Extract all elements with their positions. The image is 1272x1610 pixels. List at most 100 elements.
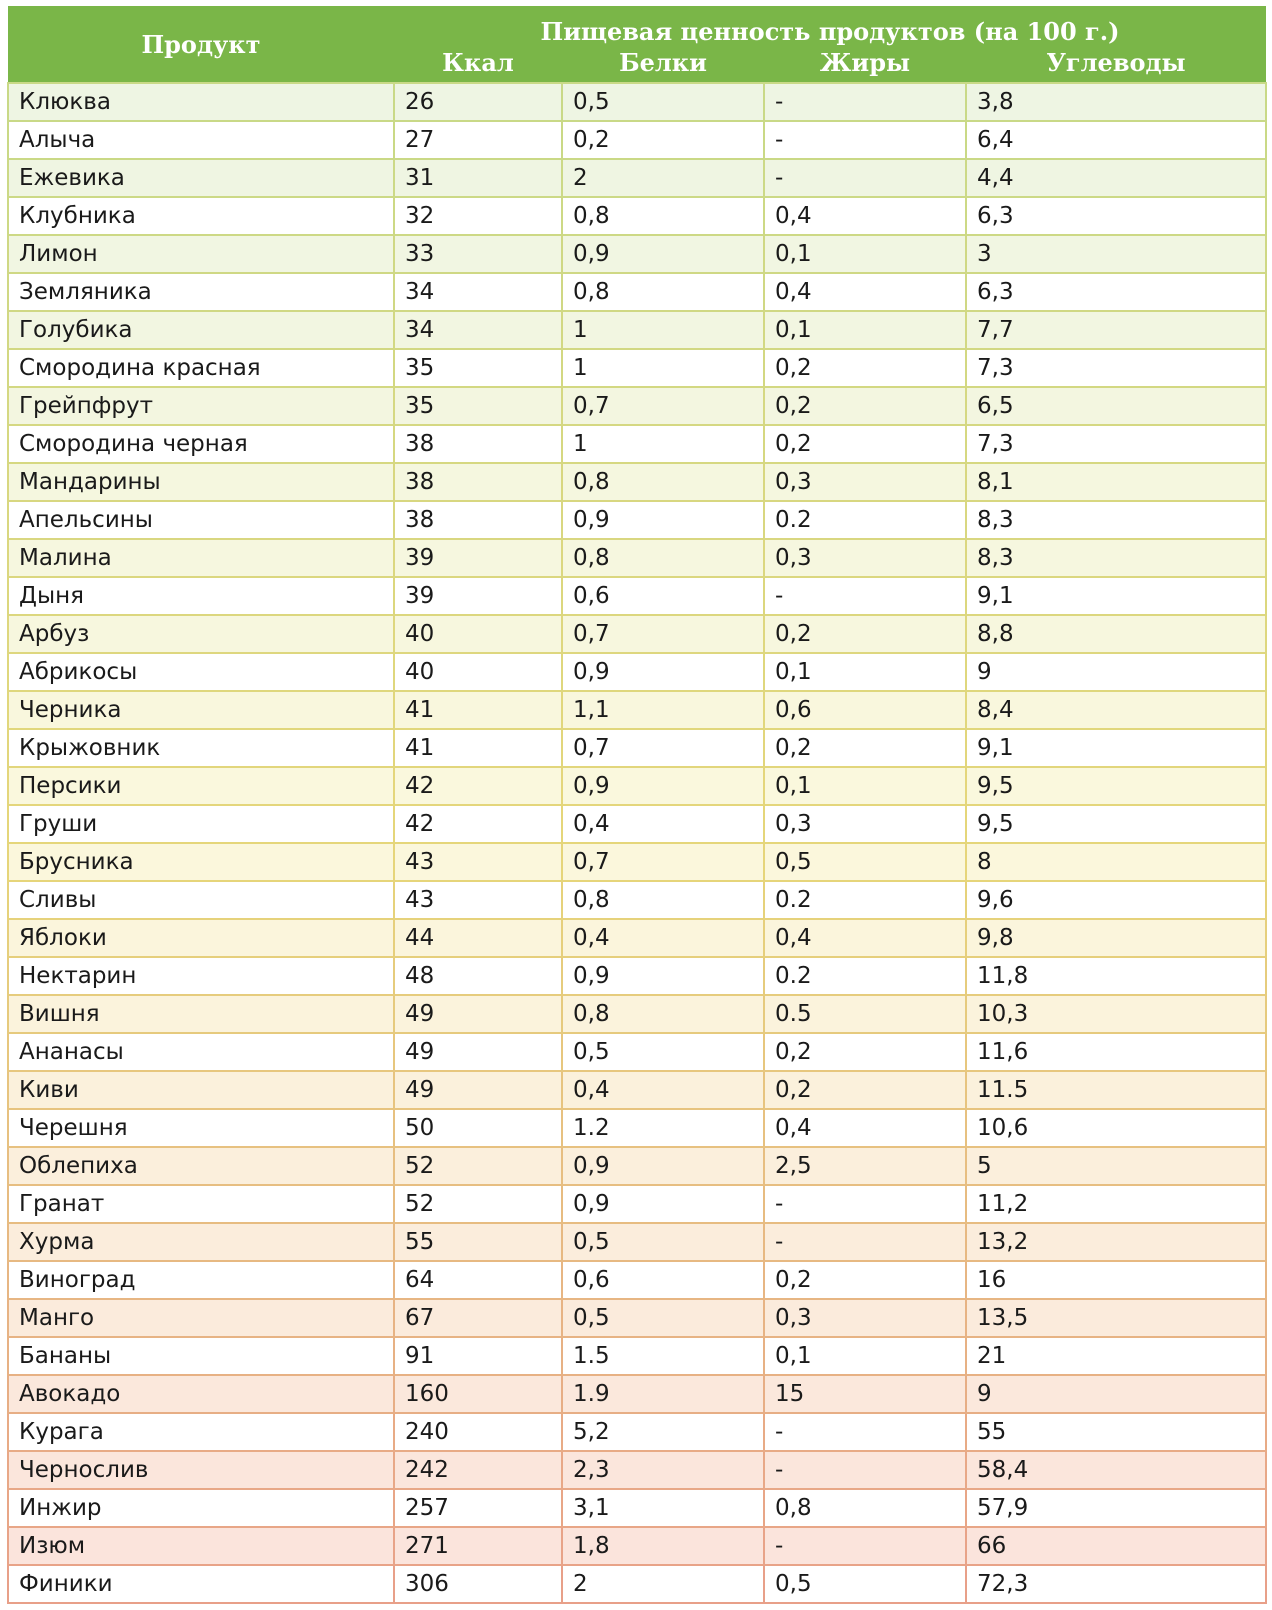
cell-proteins: 0,9 — [561, 956, 764, 996]
cell-proteins: 0,9 — [561, 766, 764, 806]
table-row: Смородина черная 38 1 0,2 7,3 — [7, 424, 1268, 464]
table-row: Чернослив 242 2,3-58,4 — [7, 1450, 1268, 1490]
cell-product: Манго — [7, 1298, 394, 1338]
cell-carbs: 11.5 — [964, 1070, 1268, 1110]
table-row: Груши 42 0,4 0,3 9,5 — [7, 804, 1268, 844]
cell-proteins: 1,1 — [561, 690, 764, 730]
cell-proteins: 0,5 — [561, 1298, 764, 1338]
cell-proteins: 1.5 — [561, 1336, 764, 1376]
cell-proteins: 0,4 — [561, 804, 764, 844]
table-row: Вишня 49 0,8 0.5 10,3 — [7, 994, 1268, 1034]
cell-kcal: 32 — [393, 196, 562, 236]
cell-product: Малина — [7, 538, 394, 578]
cell-product: Смородина черная — [7, 424, 394, 464]
cell-product: Гранат — [7, 1184, 394, 1224]
table-row: Клюква 26 0,5-3,8 — [7, 82, 1268, 122]
cell-fats: 0,4 — [763, 272, 966, 312]
cell-product: Апельсины — [7, 500, 394, 540]
cell-carbs: 9,6 — [964, 880, 1268, 920]
cell-kcal: 34 — [393, 272, 562, 312]
cell-kcal: 271 — [393, 1526, 562, 1566]
table-row: Ананасы 49 0,5 0,2 11,6 — [7, 1032, 1268, 1072]
cell-proteins: 0,6 — [561, 1260, 764, 1300]
cell-fats: 0,2 — [763, 1260, 966, 1300]
cell-proteins: 1 — [561, 310, 764, 350]
cell-carbs: 58,4 — [964, 1450, 1268, 1490]
cell-product: Персики — [7, 766, 394, 806]
cell-carbs: 11,2 — [964, 1184, 1268, 1224]
cell-product: Брусника — [7, 842, 394, 882]
cell-carbs: 3 — [964, 234, 1268, 274]
table-row: Манго 67 0,5 0,3 13,5 — [7, 1298, 1268, 1338]
cell-fats: - — [763, 1222, 966, 1262]
cell-kcal: 42 — [393, 804, 562, 844]
cell-proteins: 1 — [561, 424, 764, 464]
cell-proteins: 0,9 — [561, 500, 764, 540]
cell-product: Черника — [7, 690, 394, 730]
cell-kcal: 64 — [393, 1260, 562, 1300]
header-carbs: Углеводы — [966, 48, 1267, 83]
cell-carbs: 8,8 — [964, 614, 1268, 654]
cell-kcal: 240 — [393, 1412, 562, 1452]
cell-kcal: 48 — [393, 956, 562, 996]
cell-carbs: 7,3 — [964, 424, 1268, 464]
cell-product: Крыжовник — [7, 728, 394, 768]
cell-carbs: 13,5 — [964, 1298, 1268, 1338]
cell-proteins: 0,6 — [561, 576, 764, 616]
table-row: Голубика 34 1 0,1 7,7 — [7, 310, 1268, 350]
cell-carbs: 8,1 — [964, 462, 1268, 502]
cell-product: Киви — [7, 1070, 394, 1110]
cell-carbs: 11,8 — [964, 956, 1268, 996]
table-row: Лимон 33 0,9 0,1 3 — [7, 234, 1268, 274]
cell-kcal: 40 — [393, 652, 562, 692]
cell-proteins: 0,8 — [561, 994, 764, 1034]
header-product: Продукт — [8, 6, 394, 83]
cell-kcal: 38 — [393, 424, 562, 464]
cell-proteins: 0,7 — [561, 728, 764, 768]
table-row: Мандарины 38 0,8 0,3 8,1 — [7, 462, 1268, 502]
cell-proteins: 1.9 — [561, 1374, 764, 1414]
table-row: Облепиха 52 0,9 2,5 5 — [7, 1146, 1268, 1186]
cell-carbs: 8 — [964, 842, 1268, 882]
table-row: Хурма 55 0,5-13,2 — [7, 1222, 1268, 1262]
cell-kcal: 39 — [393, 538, 562, 578]
cell-fats: 0.2 — [763, 956, 966, 996]
cell-carbs: 72,3 — [964, 1564, 1268, 1604]
cell-kcal: 38 — [393, 500, 562, 540]
cell-product: Изюм — [7, 1526, 394, 1566]
cell-carbs: 9,8 — [964, 918, 1268, 958]
cell-carbs: 9 — [964, 652, 1268, 692]
table-row: Изюм 271 1,8-66 — [7, 1526, 1268, 1566]
cell-product: Клубника — [7, 196, 394, 236]
cell-product: Яблоки — [7, 918, 394, 958]
cell-carbs: 5 — [964, 1146, 1268, 1186]
cell-fats: - — [763, 120, 966, 160]
table-row: Арбуз 40 0,7 0,2 8,8 — [7, 614, 1268, 654]
cell-kcal: 242 — [393, 1450, 562, 1490]
cell-kcal: 49 — [393, 994, 562, 1034]
cell-product: Вишня — [7, 994, 394, 1034]
cell-proteins: 0,4 — [561, 1070, 764, 1110]
cell-carbs: 8,3 — [964, 500, 1268, 540]
cell-product: Финики — [7, 1564, 394, 1604]
table-row: Абрикосы 40 0,9 0,1 9 — [7, 652, 1268, 692]
cell-product: Алыча — [7, 120, 394, 160]
table-row: Сливы 43 0,8 0.2 9,6 — [7, 880, 1268, 920]
cell-fats: 0,2 — [763, 728, 966, 768]
cell-fats: 0,5 — [763, 842, 966, 882]
cell-fats: 0,2 — [763, 1032, 966, 1072]
table-row: Виноград 64 0,6 0,2 16 — [7, 1260, 1268, 1300]
cell-fats: 0,6 — [763, 690, 966, 730]
cell-proteins: 0,9 — [561, 1184, 764, 1224]
cell-fats: 0,5 — [763, 1564, 966, 1604]
cell-carbs: 6,3 — [964, 272, 1268, 312]
cell-product: Голубика — [7, 310, 394, 350]
cell-product: Ежевика — [7, 158, 394, 198]
cell-kcal: 52 — [393, 1184, 562, 1224]
cell-carbs: 55 — [964, 1412, 1268, 1452]
table-row: Алыча 27 0,2-6,4 — [7, 120, 1268, 160]
cell-carbs: 6,5 — [964, 386, 1268, 426]
nutrition-table: Продукт Пищевая ценность продуктов (на 1… — [7, 6, 1268, 1604]
cell-fats: 0.2 — [763, 500, 966, 540]
cell-kcal: 55 — [393, 1222, 562, 1262]
